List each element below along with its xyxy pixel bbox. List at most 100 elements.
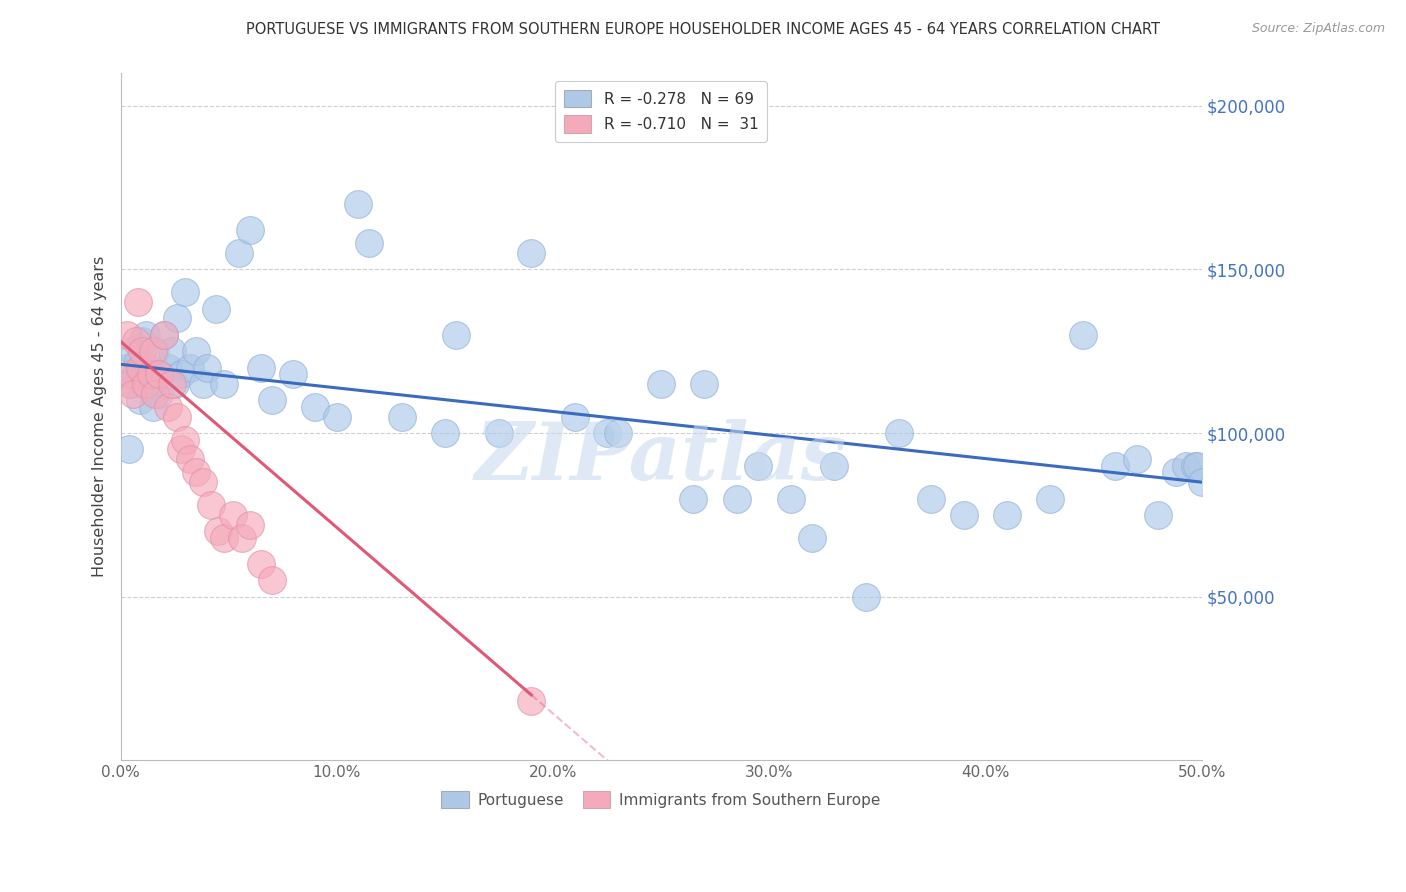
Point [139, 376, 162, 391]
Point [186, 466, 208, 480]
Point [162, 376, 184, 391]
Point [1039, 491, 1062, 506]
Point [170, 442, 193, 457]
Point [952, 508, 974, 522]
Point [222, 508, 245, 522]
Point [347, 197, 370, 211]
Point [228, 246, 250, 260]
Point [239, 517, 262, 532]
Point [115, 360, 138, 375]
Legend: Portuguese, Immigrants from Southern Europe: Portuguese, Immigrants from Southern Eur… [436, 785, 887, 814]
Point [135, 327, 157, 342]
Point [174, 285, 197, 300]
Point [195, 360, 218, 375]
Text: Source: ZipAtlas.com: Source: ZipAtlas.com [1251, 22, 1385, 36]
Point [779, 491, 801, 506]
Point [131, 334, 153, 349]
Point [139, 367, 162, 381]
Point [163, 376, 186, 391]
Point [747, 458, 769, 473]
Point [148, 367, 170, 381]
Point [995, 508, 1018, 522]
Point [118, 442, 141, 457]
Text: ZIPatlas: ZIPatlas [475, 419, 846, 497]
Point [179, 452, 201, 467]
Point [433, 425, 456, 440]
Point [650, 376, 672, 391]
Point [118, 376, 141, 391]
Point [488, 425, 510, 440]
Point [179, 360, 201, 375]
Point [283, 367, 305, 381]
Point [142, 344, 165, 359]
Point [152, 327, 174, 342]
Point [170, 367, 193, 381]
Point [143, 344, 166, 359]
Point [191, 475, 214, 490]
Y-axis label: Householder Income Ages 45 - 64 years: Householder Income Ages 45 - 64 years [93, 256, 107, 577]
Point [444, 327, 467, 342]
Point [1187, 458, 1209, 473]
Point [124, 334, 146, 349]
Point [146, 367, 169, 381]
Point [129, 393, 152, 408]
Point [564, 409, 586, 424]
Point [260, 574, 283, 588]
Point [1175, 458, 1198, 473]
Point [157, 400, 180, 414]
Point [138, 360, 160, 375]
Point [250, 557, 273, 571]
Point [520, 694, 543, 708]
Point [120, 367, 142, 381]
Point [122, 386, 145, 401]
Point [148, 386, 170, 401]
Point [174, 433, 197, 447]
Point [162, 344, 184, 359]
Point [920, 491, 942, 506]
Point [801, 531, 824, 545]
Point [1125, 452, 1147, 467]
Point [122, 344, 145, 359]
Point [214, 376, 236, 391]
Point [200, 498, 222, 512]
Point [157, 360, 180, 375]
Point [1164, 466, 1187, 480]
Point [166, 409, 188, 424]
Point [207, 524, 229, 539]
Text: PORTUGUESE VS IMMIGRANTS FROM SOUTHERN EUROPE HOUSEHOLDER INCOME AGES 45 - 64 YE: PORTUGUESE VS IMMIGRANTS FROM SOUTHERN E… [246, 22, 1160, 37]
Point [855, 590, 877, 604]
Point [142, 400, 165, 414]
Point [127, 354, 149, 368]
Point [823, 458, 845, 473]
Point [131, 344, 153, 359]
Point [129, 360, 152, 375]
Point [391, 409, 413, 424]
Point [1071, 327, 1094, 342]
Point [134, 376, 156, 391]
Point [143, 386, 166, 401]
Point [693, 376, 716, 391]
Point [520, 246, 543, 260]
Point [214, 531, 236, 545]
Point [204, 301, 226, 316]
Point [682, 491, 704, 506]
Point [239, 223, 262, 237]
Point [1147, 508, 1170, 522]
Point [250, 360, 273, 375]
Point [725, 491, 748, 506]
Point [359, 236, 381, 251]
Point [115, 327, 138, 342]
Point [231, 531, 253, 545]
Point [596, 425, 619, 440]
Point [186, 344, 208, 359]
Point [887, 425, 910, 440]
Point [1104, 458, 1126, 473]
Point [1184, 458, 1206, 473]
Point [120, 376, 142, 391]
Point [166, 311, 188, 326]
Point [1191, 475, 1213, 490]
Point [304, 400, 326, 414]
Point [135, 376, 157, 391]
Point [124, 367, 146, 381]
Point [325, 409, 347, 424]
